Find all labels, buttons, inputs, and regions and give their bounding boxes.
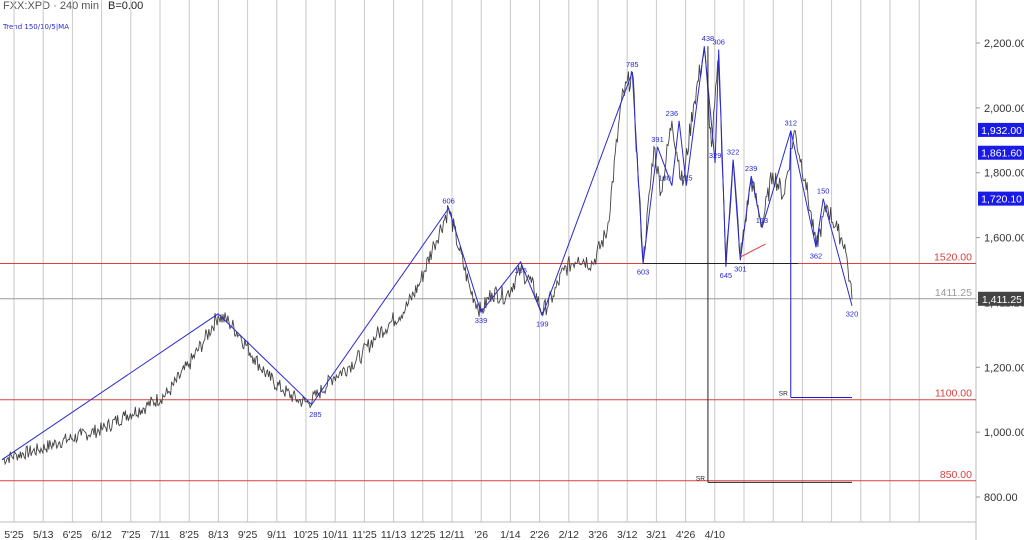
chart-header: FXX:XPD · 240 min B=0.00 — [3, 0, 143, 12]
wave-label: 301 — [734, 264, 747, 273]
indicator-label: Trend 150/10/5|MA — [3, 23, 70, 31]
x-tick-label: 11/13 — [381, 529, 407, 540]
price-series — [1, 49, 853, 466]
sr-label: SR — [696, 475, 705, 482]
wave-label: 236 — [666, 109, 679, 118]
price-tag — [978, 291, 1024, 306]
price-tag-label: 1,932.00 — [981, 125, 1022, 137]
x-tick-label: 10/11 — [322, 529, 348, 540]
bar-value: B=0.00 — [108, 0, 144, 12]
wave-label: 239 — [745, 164, 758, 173]
wave-label: 603 — [637, 268, 650, 277]
y-tick-label: 2,000.00 — [984, 103, 1024, 115]
level-label: 1520.00 — [934, 252, 972, 264]
level-label: 1411.25 — [935, 287, 972, 299]
x-tick-label: 1/14 — [500, 529, 521, 540]
wave-label: 645 — [720, 271, 733, 280]
wave-label: 285 — [309, 410, 322, 419]
price-tag-label: 1,720.10 — [981, 194, 1022, 206]
x-tick-label: 2/12 — [559, 529, 580, 540]
x-tick-label: 3/21 — [646, 529, 667, 540]
wave-label: 199 — [536, 319, 549, 328]
wave-label: 163 — [756, 216, 769, 225]
x-tick-label: '26 — [474, 529, 488, 540]
x-tick-label: 6/12 — [91, 529, 112, 540]
price-tag — [978, 122, 1024, 137]
price-tag-label: 1,861.60 — [981, 148, 1022, 160]
wave-label: 150 — [817, 187, 830, 196]
wave-label: 215 — [680, 174, 693, 183]
x-tick-label: 9'25 — [238, 529, 258, 540]
y-tick-label: 1,800.00 — [984, 168, 1024, 180]
level-label: 850.00 — [940, 469, 972, 481]
wave-label: 785 — [626, 60, 639, 69]
price-tag-label: 1,411.25 — [982, 294, 1022, 306]
symbol-timeframe: FXX:XPD · 240 min — [3, 0, 99, 12]
x-tick-label: 7'25 — [121, 529, 141, 540]
x-tick-label: 8'25 — [179, 529, 199, 540]
wave-label: 391 — [651, 135, 664, 144]
wave-label: 606 — [442, 196, 455, 205]
wave-label: 438 — [702, 34, 715, 43]
x-tick-label: 5/13 — [33, 529, 54, 540]
wave-label: 306 — [712, 37, 725, 46]
trend-segment — [740, 243, 766, 258]
x-tick-label: 2'26 — [530, 529, 550, 540]
price-tag — [978, 191, 1024, 206]
trend-wave-series — [1, 46, 853, 461]
level-label: 1100.00 — [935, 388, 972, 400]
x-tick-label: 7/11 — [150, 529, 170, 540]
x-tick-label: 3/12 — [617, 529, 638, 540]
wave-label: 329 — [709, 151, 722, 160]
y-tick-label: 1,600.00 — [984, 233, 1024, 245]
x-tick-label: 3'26 — [588, 529, 608, 540]
wave-label: 180 — [658, 174, 671, 183]
x-tick-label: 9/11 — [267, 529, 287, 540]
wave-label: 312 — [785, 119, 798, 128]
wave-label: 320 — [846, 310, 859, 319]
y-tick-label: 800.00 — [984, 492, 1018, 504]
wave-label: 186 — [514, 266, 527, 275]
x-tick-label: 4/10 — [705, 529, 726, 540]
wave-label: 339 — [475, 316, 488, 325]
x-tick-label: 8/13 — [208, 529, 229, 540]
wave-label: 362 — [810, 251, 823, 260]
wave-label: 322 — [727, 148, 740, 157]
x-tick-label: 4'26 — [676, 529, 696, 540]
sr-label: SR — [779, 390, 788, 397]
price-tag — [978, 145, 1024, 160]
x-tick-label: 10'25 — [293, 529, 319, 540]
x-tick-label: 5'25 — [4, 529, 24, 540]
y-tick-label: 1,000.00 — [984, 427, 1024, 439]
x-tick-label: 12/11 — [439, 529, 465, 540]
x-tick-label: 6'25 — [63, 529, 83, 540]
x-tick-label: 11'25 — [352, 529, 377, 540]
y-tick-label: 1,200.00 — [984, 362, 1024, 374]
y-tick-label: 2,200.00 — [984, 38, 1024, 50]
x-tick-label: 12'25 — [410, 529, 436, 540]
